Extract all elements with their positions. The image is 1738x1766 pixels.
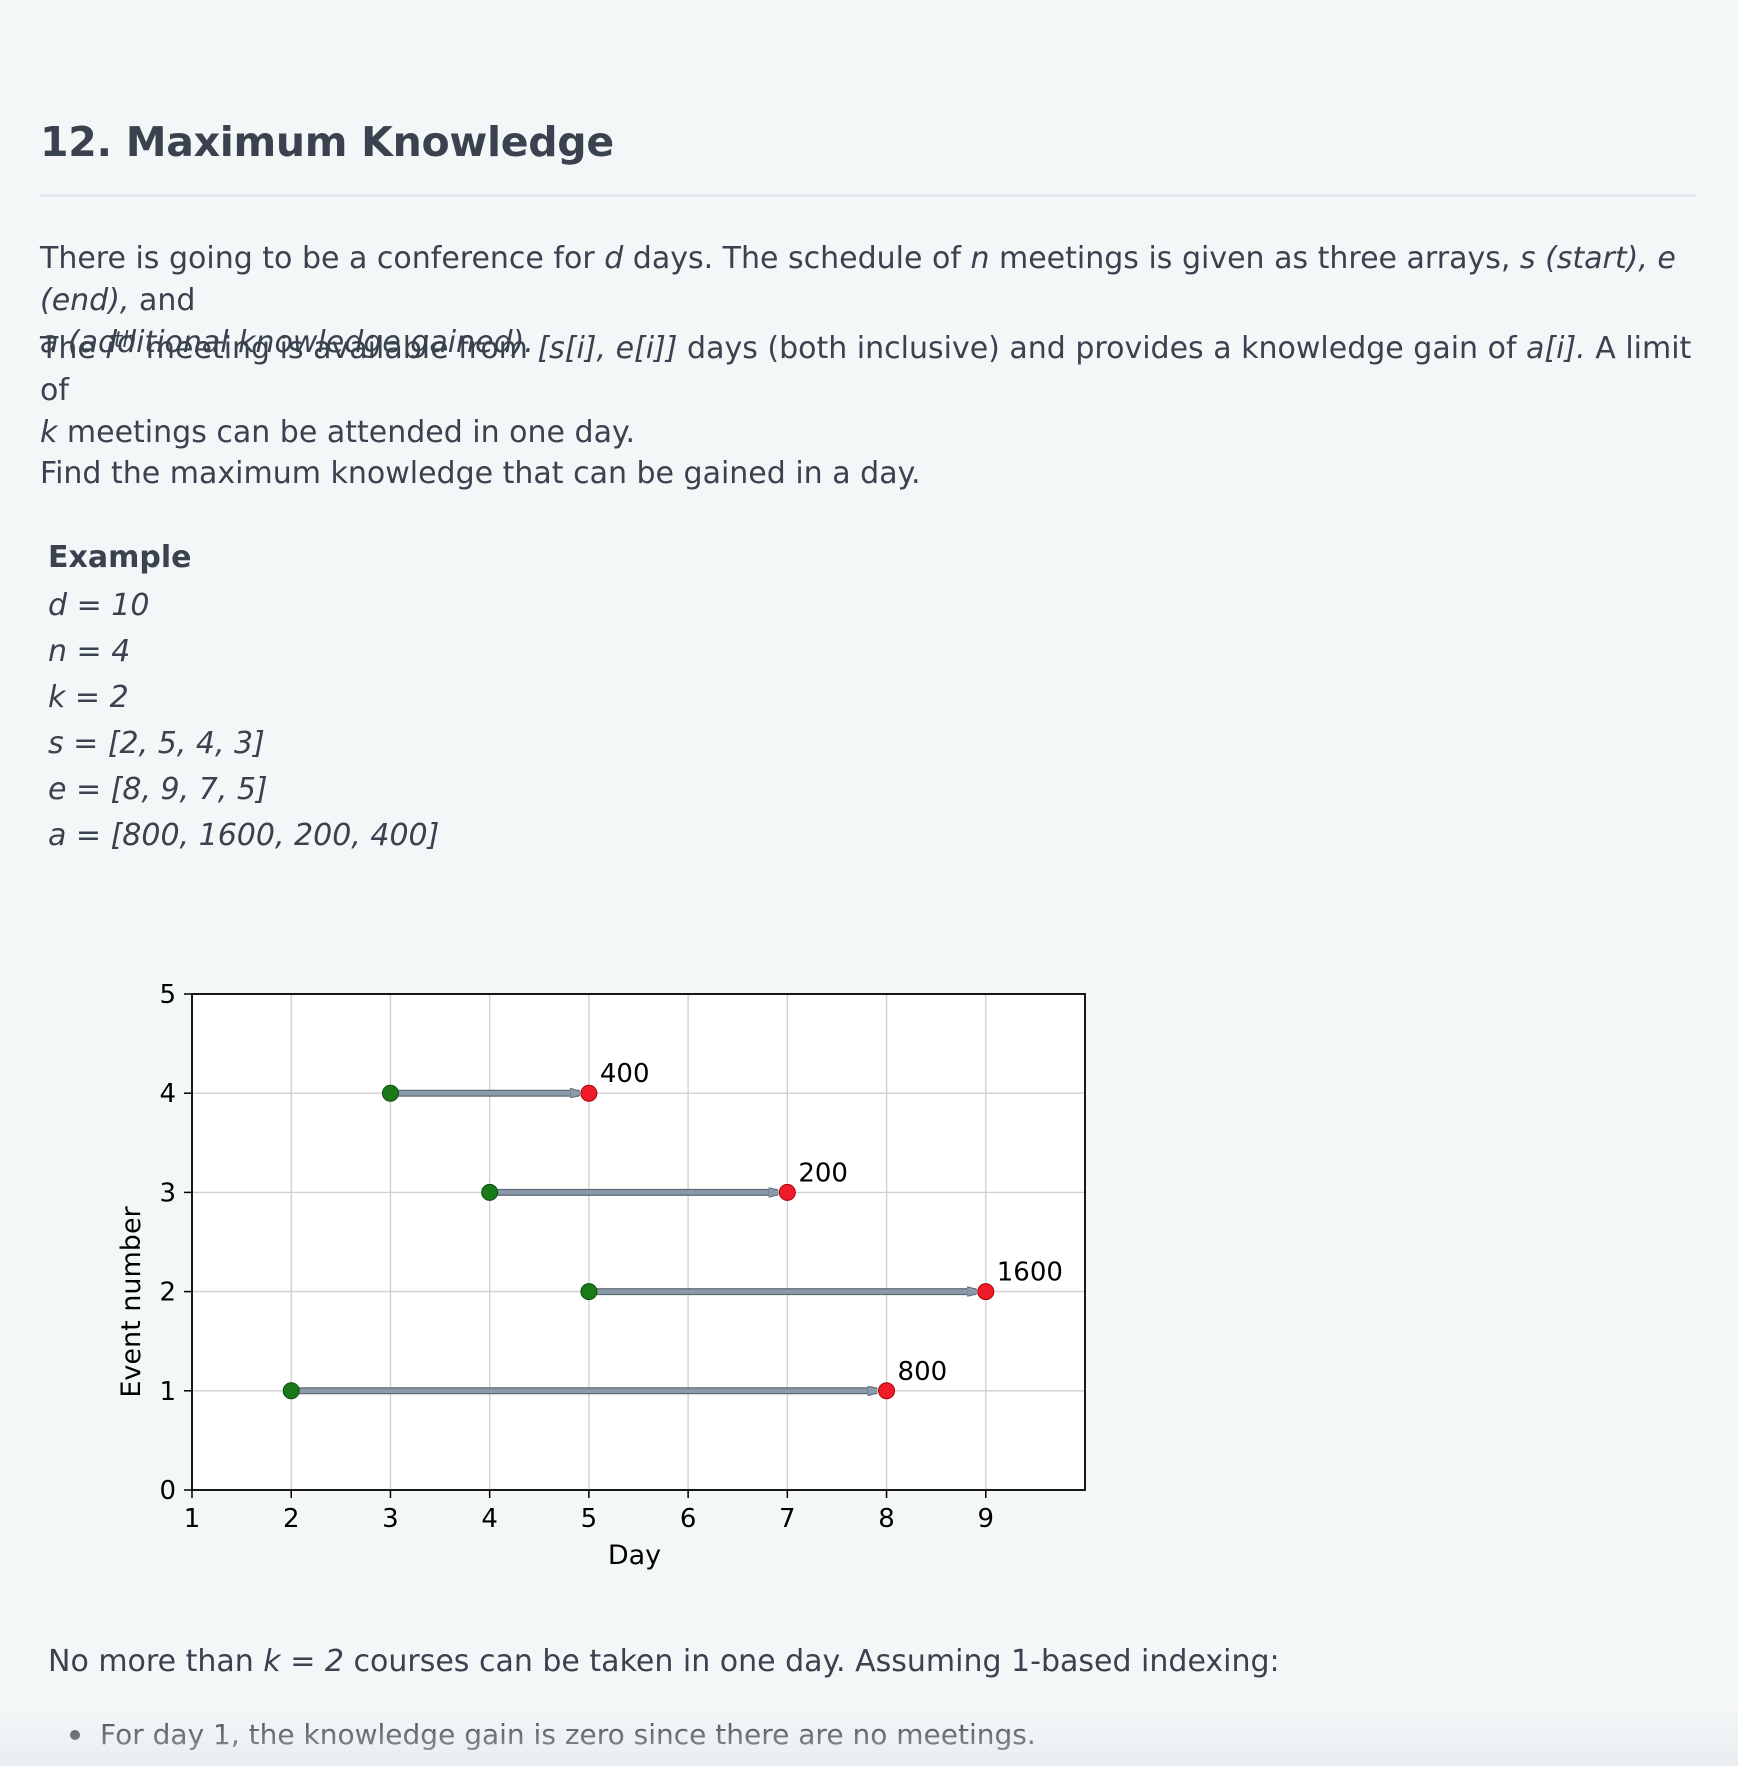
var-n: n — [970, 241, 990, 276]
problem-description: There is going to be a conference for d … — [40, 238, 1700, 364]
desc-text: A limit of — [40, 331, 1692, 408]
end-point — [778, 1183, 796, 1201]
plot-frame — [191, 993, 1086, 1491]
desc-text: days. The schedule of — [623, 241, 971, 276]
var-i: i — [105, 331, 114, 366]
plot-area — [192, 994, 1085, 1490]
note-k: k = 2 — [263, 1644, 344, 1679]
var-d: d — [604, 241, 624, 276]
start-point — [282, 1382, 300, 1400]
x-axis-label: Day — [608, 1540, 661, 1571]
example-line-s: s = [2, 5, 4, 3] — [48, 726, 265, 761]
x-tick-label: 7 — [779, 1504, 796, 1534]
example-line-d: d = 10 — [48, 588, 150, 623]
gain-label: 400 — [600, 1059, 650, 1089]
gain-label: 200 — [798, 1158, 848, 1188]
title-divider — [40, 194, 1696, 197]
end-point — [878, 1382, 896, 1400]
array-a-text: a (additional knowledge gained). — [40, 325, 534, 360]
superscript-th: th — [113, 328, 137, 353]
var-ai: a[i]. — [1526, 331, 1586, 366]
note-part: No more than — [48, 1644, 264, 1679]
x-tick-label: 4 — [481, 1504, 498, 1534]
desc-text: meetings is given as three arrays, — [989, 241, 1520, 276]
meeting-description: The ith meeting is available from [s[i],… — [40, 328, 1700, 454]
arrays-text: s (start), e (end), — [40, 241, 1676, 318]
desc-text: meeting is available from — [136, 331, 538, 366]
x-tick-label: 2 — [283, 1504, 300, 1534]
y-tick-label: 0 — [159, 1476, 176, 1506]
desc-text: The — [40, 331, 106, 366]
start-point — [381, 1084, 399, 1102]
desc-text: There is going to be a conference for — [40, 241, 605, 276]
x-tick-label: 5 — [581, 1504, 598, 1534]
y-axis-label: Event number — [116, 1205, 147, 1397]
list-item: For day 1, the knowledge gain is zero si… — [70, 1718, 1036, 1751]
example-line-k: k = 2 — [48, 680, 129, 715]
task-statement: Find the maximum knowledge that can be g… — [40, 456, 921, 491]
start-point — [481, 1183, 499, 1201]
y-tick-label: 4 — [159, 1079, 176, 1109]
problem-title: 12. Maximum Knowledge — [40, 118, 614, 166]
y-tick-label: 5 — [159, 980, 176, 1010]
y-tick-label: 2 — [159, 1278, 176, 1308]
y-tick-label: 3 — [159, 1178, 176, 1208]
bullet-text: For day 1, the knowledge gain is zero si… — [100, 1718, 1036, 1751]
note-text: No more than k = 2 courses can be taken … — [48, 1644, 1280, 1679]
desc-text: and — [129, 283, 196, 318]
x-tick-label: 3 — [382, 1504, 399, 1534]
var-k: k — [40, 415, 58, 450]
bullet-icon — [70, 1729, 80, 1740]
y-tick-label: 1 — [159, 1377, 176, 1407]
desc-text: meetings can be attended in one day. — [57, 415, 635, 450]
x-tick-label: 6 — [680, 1504, 697, 1534]
gain-label: 800 — [898, 1357, 948, 1387]
desc-text: days (both inclusive) and provides a kno… — [677, 331, 1527, 366]
example-heading: Example — [48, 540, 192, 575]
example-line-n: n = 4 — [48, 634, 131, 669]
example-line-a: a = [800, 1600, 200, 400] — [48, 818, 440, 853]
x-tick-label: 8 — [878, 1504, 895, 1534]
example-line-e: e = [8, 9, 7, 5] — [48, 772, 268, 807]
note-part: courses can be taken in one day. Assumin… — [343, 1644, 1280, 1679]
gain-label: 1600 — [997, 1258, 1063, 1288]
end-point — [580, 1084, 598, 1102]
x-tick-label: 1 — [184, 1504, 201, 1534]
end-point — [977, 1283, 995, 1301]
start-point — [580, 1283, 598, 1301]
x-tick-label: 9 — [978, 1504, 995, 1534]
range-text: [s[i], e[i]] — [537, 331, 678, 366]
